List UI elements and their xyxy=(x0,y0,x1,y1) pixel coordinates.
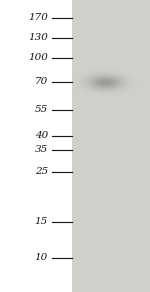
Text: 35: 35 xyxy=(35,145,48,154)
Text: 15: 15 xyxy=(35,218,48,227)
Text: 55: 55 xyxy=(35,105,48,114)
Text: 70: 70 xyxy=(35,77,48,86)
Text: 130: 130 xyxy=(28,34,48,43)
Text: 10: 10 xyxy=(35,253,48,263)
Text: 170: 170 xyxy=(28,13,48,22)
Text: 25: 25 xyxy=(35,168,48,176)
Text: 40: 40 xyxy=(35,131,48,140)
Text: 100: 100 xyxy=(28,53,48,62)
